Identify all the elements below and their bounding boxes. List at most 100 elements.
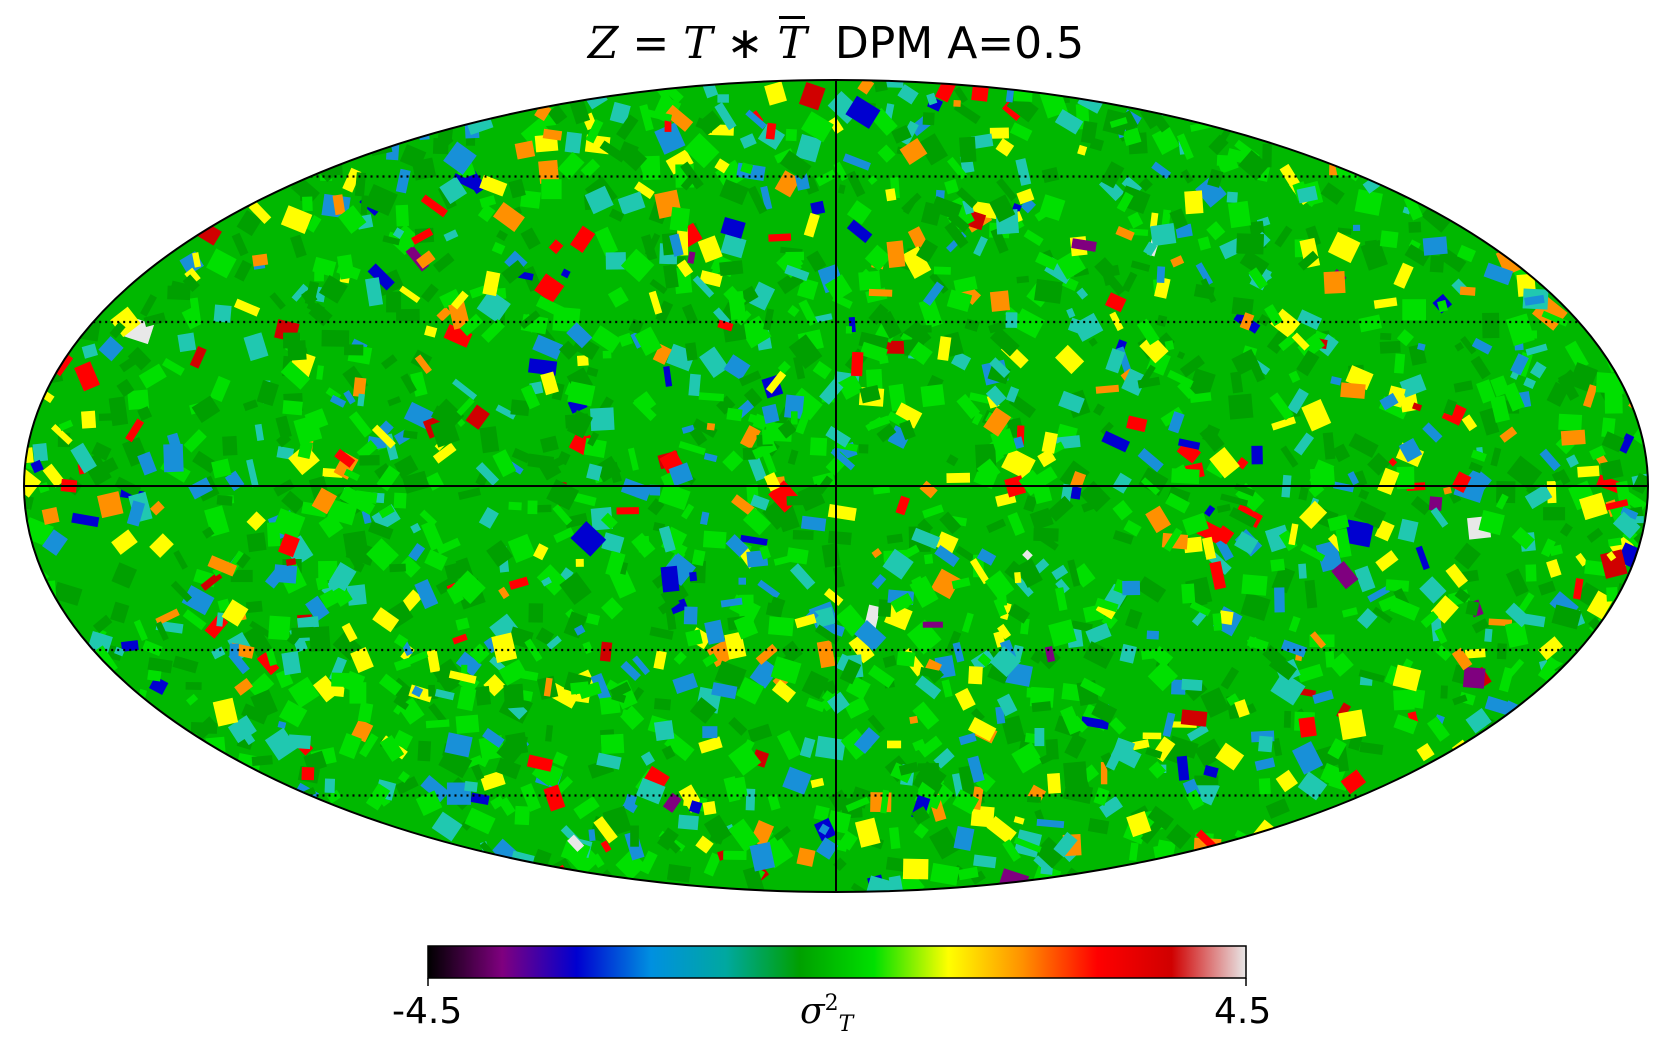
- anomaly-patch: [601, 597, 624, 620]
- anomaly-patch: [212, 697, 239, 727]
- anomaly-patch: [1027, 796, 1042, 803]
- anomaly-patch: [1234, 531, 1259, 555]
- anomaly-patch: [1218, 157, 1239, 174]
- anomaly-patch: [161, 357, 185, 376]
- anomaly-patch: [1007, 512, 1025, 536]
- anomaly-patch: [275, 415, 292, 439]
- anomaly-patch: [854, 817, 881, 848]
- anomaly-patch: [507, 533, 536, 564]
- anomaly-patch: [538, 159, 560, 184]
- anomaly-patch: [777, 360, 791, 374]
- anomaly-patch: [170, 580, 192, 603]
- anomaly-patch: [1124, 608, 1143, 630]
- anomaly-patch: [1167, 735, 1199, 759]
- anomaly-patch: [1415, 545, 1430, 571]
- anomaly-patch: [975, 772, 996, 793]
- anomaly-patch: [723, 850, 747, 861]
- anomaly-patch: [566, 322, 593, 349]
- anomaly-patch: [1393, 262, 1414, 289]
- anomaly-patch: [1375, 550, 1399, 572]
- anomaly-patch: [1556, 469, 1571, 486]
- anomaly-patch: [398, 555, 421, 578]
- anomaly-patch: [1111, 737, 1136, 764]
- anomaly-patch: [955, 545, 975, 562]
- anomaly-patch: [1039, 752, 1056, 765]
- anomaly-patch: [498, 659, 528, 686]
- anomaly-patch: [669, 206, 691, 232]
- anomaly-patch: [382, 235, 401, 246]
- anomaly-patch: [1304, 579, 1318, 609]
- anomaly-patch: [1393, 714, 1418, 735]
- anomaly-patch: [590, 672, 612, 703]
- anomaly-patch: [230, 569, 253, 583]
- anomaly-patch: [1420, 610, 1439, 628]
- anomaly-patch: [868, 288, 893, 297]
- anomaly-patch: [535, 296, 564, 318]
- anomaly-patch: [601, 532, 625, 554]
- anomaly-patch: [1538, 636, 1564, 661]
- anomaly-patch: [681, 503, 695, 520]
- anomaly-patch: [989, 646, 1021, 678]
- anomaly-patch: [528, 358, 558, 376]
- anomaly-patch: [969, 558, 990, 585]
- anomaly-patch: [678, 440, 706, 456]
- anomaly-patch: [680, 161, 704, 190]
- anomaly-patch: [209, 375, 231, 402]
- anomaly-patch: [276, 432, 292, 448]
- anomaly-patch: [371, 424, 396, 449]
- anomaly-patch: [448, 670, 477, 684]
- anomaly-patch: [616, 507, 639, 515]
- anomaly-patch: [155, 608, 180, 626]
- anomaly-patch: [785, 128, 797, 142]
- anomaly-patch: [891, 124, 912, 144]
- anomaly-patch: [816, 640, 836, 669]
- anomaly-patch: [903, 198, 917, 215]
- anomaly-patch: [818, 823, 830, 836]
- anomaly-patch: [747, 723, 773, 743]
- anomaly-patch: [1471, 618, 1490, 634]
- anomaly-patch: [725, 534, 749, 557]
- anomaly-patch: [578, 681, 602, 700]
- anomaly-patch: [922, 112, 935, 126]
- anomaly-patch: [1283, 710, 1292, 728]
- anomaly-patch: [479, 174, 508, 197]
- anomaly-patch: [591, 325, 622, 354]
- anomaly-patch: [147, 657, 173, 674]
- anomaly-patch: [546, 635, 562, 650]
- anomaly-patch: [868, 664, 895, 689]
- anomaly-patch: [1332, 443, 1351, 463]
- anomaly-patch: [301, 288, 318, 306]
- anomaly-patch: [825, 425, 851, 448]
- anomaly-patch: [188, 477, 213, 500]
- anomaly-patch: [511, 447, 531, 464]
- anomaly-patch: [634, 326, 662, 356]
- anomaly-patch: [482, 270, 501, 297]
- anomaly-patch: [654, 122, 686, 155]
- anomaly-patch: [1138, 177, 1153, 192]
- anomaly-patch: [1470, 449, 1487, 462]
- anomaly-patch: [850, 351, 864, 377]
- anomaly-patch: [1454, 588, 1471, 604]
- anomaly-patch: [1129, 842, 1139, 861]
- anomaly-patch: [1181, 583, 1196, 604]
- anomaly-patch: [609, 101, 631, 125]
- anomaly-patch: [480, 770, 506, 791]
- anomaly-patch: [553, 527, 575, 543]
- anomaly-patch: [432, 442, 457, 464]
- anomaly-patch: [143, 312, 167, 328]
- anomaly-patch: [288, 676, 320, 708]
- anomaly-patch: [424, 549, 448, 571]
- anomaly-patch: [1139, 333, 1169, 364]
- anomaly-patch: [627, 447, 639, 471]
- anomaly-patch: [478, 506, 499, 529]
- anomaly-patch: [1164, 340, 1175, 351]
- anomaly-patch: [269, 292, 286, 310]
- anomaly-patch: [564, 131, 582, 154]
- anomaly-patch: [1584, 559, 1608, 577]
- title-z: Z: [587, 18, 619, 69]
- anomaly-patch: [699, 346, 729, 379]
- anomaly-patch: [997, 623, 1012, 640]
- anomaly-patch: [1291, 332, 1310, 351]
- anomaly-patch: [641, 155, 661, 181]
